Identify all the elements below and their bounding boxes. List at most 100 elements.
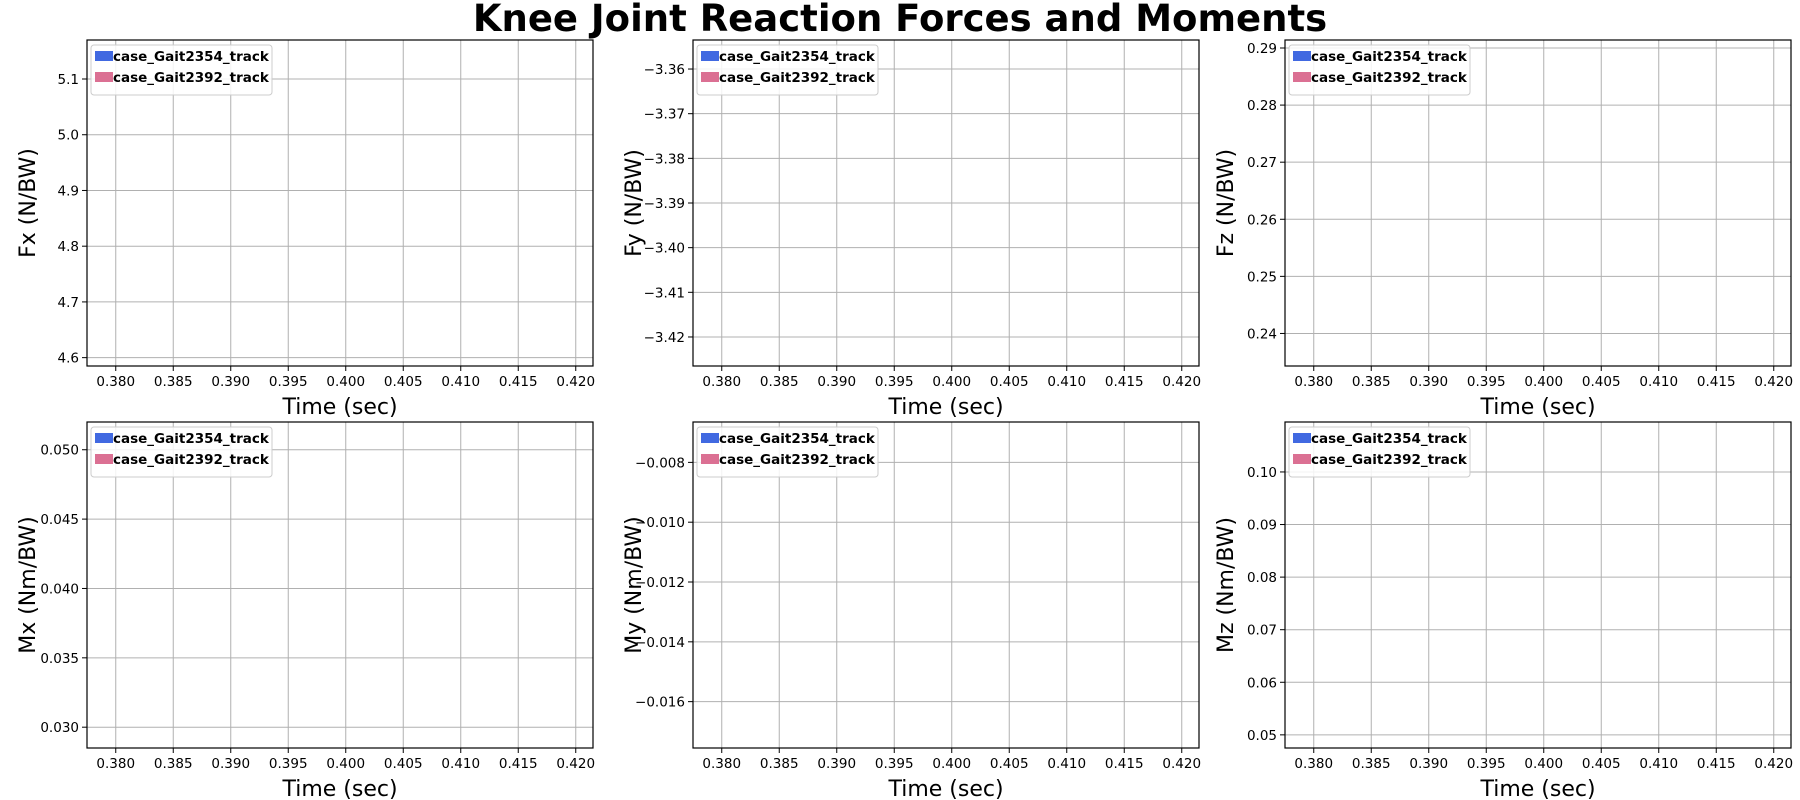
y-tick-label: −3.39 (644, 196, 685, 212)
legend: case_Gait2354_track case_Gait2392_track (696, 426, 879, 478)
y-tick-label: 0.28 (1247, 98, 1277, 114)
x-tick-label: 0.420 (556, 756, 595, 772)
y-tick-label: 0.08 (1247, 570, 1277, 586)
legend-swatch (95, 72, 113, 82)
axes-frame (86, 421, 594, 749)
legend-swatch (701, 51, 719, 61)
legend-swatch (95, 454, 113, 464)
x-tick-label: 0.390 (817, 756, 856, 772)
y-tick-label: −3.42 (644, 330, 685, 346)
x-tick-label: 0.380 (96, 374, 135, 390)
legend-label: case_Gait2354_track (113, 431, 270, 447)
x-tick-label: 0.410 (441, 374, 480, 390)
x-tick-label: 0.390 (211, 374, 250, 390)
legend-label: case_Gait2392_track (719, 70, 876, 86)
x-tick-label: 0.415 (1105, 374, 1144, 390)
x-tick-label: 0.405 (384, 374, 423, 390)
x-tick-label: 0.410 (1639, 374, 1678, 390)
x-tick-label: 0.420 (1754, 756, 1793, 772)
x-tick-label: 0.415 (499, 756, 538, 772)
legend-box (90, 426, 273, 478)
y-tick-label: 4.9 (58, 183, 79, 199)
x-tick-label: 0.410 (1639, 756, 1678, 772)
x-tick-label: 0.415 (1105, 756, 1144, 772)
x-tick-label: 0.380 (96, 756, 135, 772)
y-tick-label: 0.045 (40, 512, 79, 528)
x-tick-label: 0.420 (1162, 756, 1201, 772)
legend-swatch (701, 433, 719, 443)
y-tick-label: −0.014 (635, 635, 685, 651)
y-tick-label: −3.41 (644, 285, 685, 301)
legend-swatch (701, 454, 719, 464)
x-tick-label: 0.395 (875, 374, 914, 390)
axes-frame (1284, 421, 1792, 749)
x-tick-label: 0.400 (1524, 374, 1563, 390)
legend-label: case_Gait2354_track (719, 49, 876, 65)
figure-title: Knee Joint Reaction Forces and Moments (472, 0, 1328, 40)
y-tick-label: 4.6 (58, 351, 79, 367)
x-tick-label: 0.400 (326, 756, 365, 772)
x-tick-label: 0.395 (875, 756, 914, 772)
legend-label: case_Gait2354_track (719, 431, 876, 447)
x-tick-label: 0.395 (1467, 756, 1506, 772)
x-tick-label: 0.380 (702, 374, 741, 390)
y-tick-label: 0.040 (40, 581, 79, 597)
y-tick-label: 0.29 (1247, 41, 1277, 57)
y-tick-label: 0.24 (1247, 326, 1277, 342)
x-tick-label: 0.415 (1697, 374, 1736, 390)
subplot-fz: 0.380 0.385 0.390 0.395 0.400 0.405 0.410 0.415… (1214, 39, 1793, 420)
x-tick-label: 0.385 (154, 756, 193, 772)
legend-swatch (95, 51, 113, 61)
y-tick-label: 0.030 (40, 720, 79, 736)
x-axis-label: Time (sec) (1479, 777, 1595, 800)
x-tick-label: 0.400 (932, 374, 971, 390)
y-tick-label: 0.050 (40, 443, 79, 459)
legend: case_Gait2354_track case_Gait2392_track (1288, 44, 1471, 96)
y-tick-label: −3.37 (644, 107, 685, 123)
y-tick-label: 0.27 (1247, 155, 1277, 171)
legend-swatch (1293, 433, 1311, 443)
x-axis-label: Time (sec) (1479, 395, 1595, 420)
y-axis-label: Mx (Nm/BW) (16, 516, 41, 654)
x-tick-label: 0.385 (1352, 756, 1391, 772)
x-tick-label: 0.390 (211, 756, 250, 772)
x-tick-label: 0.395 (269, 374, 308, 390)
axes-frame (692, 421, 1200, 749)
subplot-my: 0.380 0.385 0.390 0.395 0.400 0.405 0.410 0.415… (622, 421, 1201, 800)
y-axis-label: My (Nm/BW) (622, 516, 647, 654)
y-tick-label: −3.36 (644, 62, 685, 78)
y-tick-label: 0.06 (1247, 675, 1277, 691)
x-tick-label: 0.380 (1294, 374, 1333, 390)
legend-box (696, 44, 879, 96)
x-tick-label: 0.380 (1294, 756, 1333, 772)
x-tick-label: 0.410 (441, 756, 480, 772)
x-tick-label: 0.395 (269, 756, 308, 772)
y-tick-label: 5.0 (58, 128, 79, 144)
y-tick-label: 4.7 (58, 295, 79, 311)
legend-swatch (1293, 454, 1311, 464)
subplot-fx: 0.380 0.385 0.390 0.395 0.400 0.405 0.410 0.415… (16, 39, 595, 420)
x-tick-label: 0.385 (154, 374, 193, 390)
x-tick-label: 0.385 (1352, 374, 1391, 390)
x-tick-label: 0.415 (1697, 756, 1736, 772)
y-tick-label: 0.26 (1247, 212, 1277, 228)
x-tick-label: 0.420 (1162, 374, 1201, 390)
legend-box (90, 44, 273, 96)
x-tick-label: 0.405 (1582, 374, 1621, 390)
x-tick-label: 0.400 (326, 374, 365, 390)
y-axis-label: Fz (N/BW) (1214, 149, 1239, 257)
y-tick-label: 0.10 (1247, 465, 1277, 481)
legend-box (1288, 44, 1471, 96)
y-tick-label: −0.008 (635, 455, 685, 471)
legend-swatch (1293, 51, 1311, 61)
x-tick-label: 0.390 (817, 374, 856, 390)
legend-box (696, 426, 879, 478)
x-tick-label: 0.405 (1582, 756, 1621, 772)
x-tick-label: 0.405 (384, 756, 423, 772)
legend-swatch (1293, 72, 1311, 82)
y-tick-label: −0.016 (635, 695, 685, 711)
axes-frame (1284, 39, 1792, 367)
y-tick-label: 0.07 (1247, 623, 1277, 639)
y-tick-label: 4.8 (58, 239, 79, 255)
